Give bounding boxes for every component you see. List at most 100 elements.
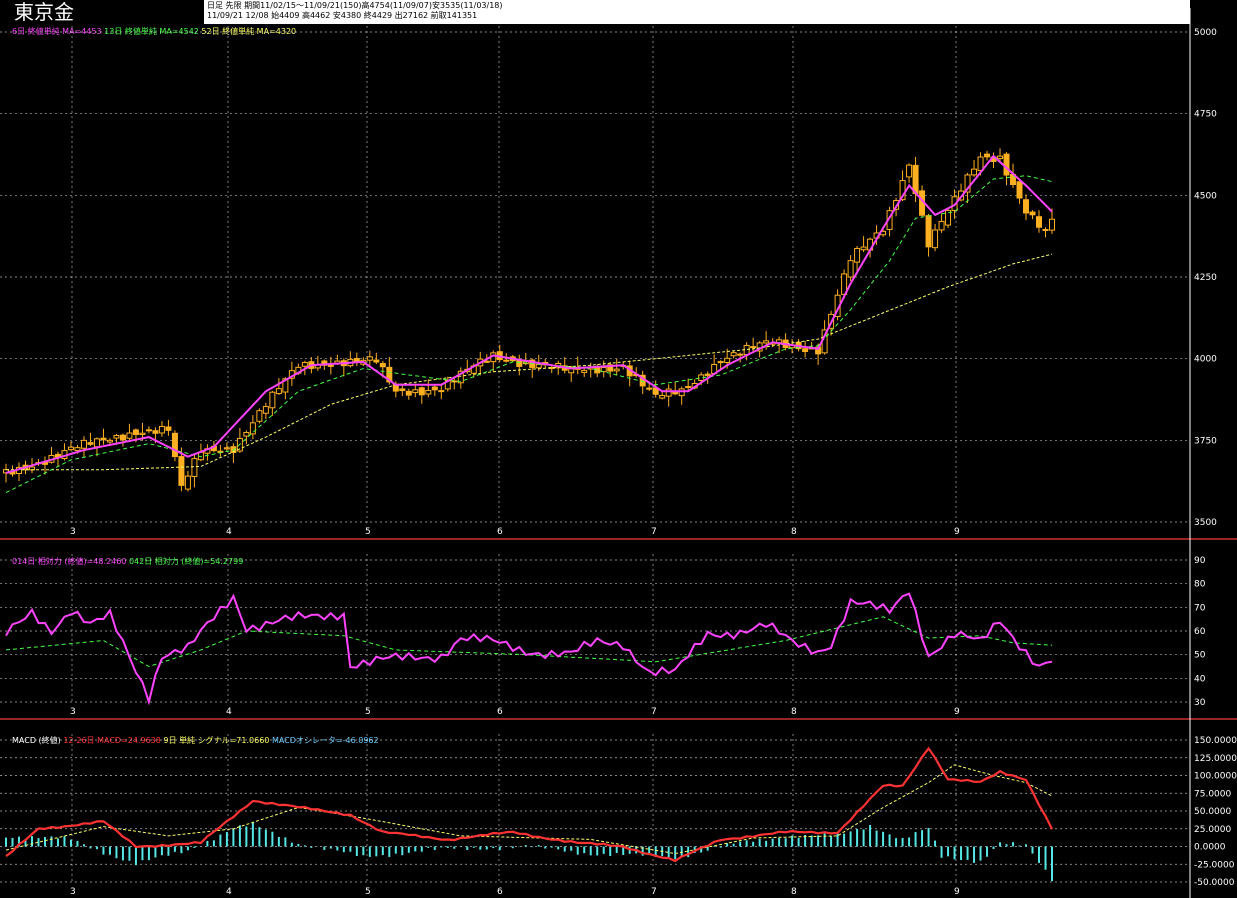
- x-tick-label: 5: [365, 527, 371, 537]
- candle-body: [1042, 228, 1049, 231]
- candle-body: [366, 356, 373, 361]
- y-tick-label: 30: [1194, 698, 1206, 708]
- ma13-line: [5, 175, 1053, 494]
- candle-body: [503, 359, 510, 362]
- candle-body: [145, 429, 152, 432]
- y-tick-label: 0.0000: [1194, 843, 1226, 853]
- candle-body: [412, 389, 419, 394]
- candle-body: [1003, 153, 1010, 176]
- candle-body: [386, 366, 393, 383]
- candle-body: [763, 340, 770, 344]
- y-tick-label: 80: [1194, 580, 1206, 590]
- candle-body: [971, 168, 978, 176]
- candle-body: [184, 475, 191, 490]
- candle-body: [158, 425, 165, 434]
- candle-body: [997, 155, 1004, 160]
- candle-body: [802, 348, 809, 353]
- x-tick-label: 8: [791, 887, 797, 897]
- rsi42-line: [5, 616, 1053, 668]
- candle-body: [171, 432, 178, 458]
- y-tick-label: 75.0000: [1194, 789, 1231, 799]
- candle-body: [938, 220, 945, 231]
- ma6-line: [5, 154, 1053, 474]
- candle-body: [737, 353, 744, 356]
- x-tick-label: 3: [70, 887, 76, 897]
- y-tick-label: 4250: [1194, 273, 1217, 283]
- x-tick-label: 5: [365, 707, 371, 717]
- candle-body: [93, 438, 100, 448]
- x-tick-label: 5: [365, 887, 371, 897]
- x-tick-label: 6: [497, 527, 503, 537]
- y-tick-label: 50.0000: [1194, 807, 1231, 817]
- y-tick-label: 50: [1194, 651, 1206, 661]
- y-tick-label: 70: [1194, 603, 1206, 613]
- y-tick-label: 25.0000: [1194, 825, 1231, 835]
- y-tick-label: 60: [1194, 627, 1206, 637]
- period-info: 日足 先限 期間11/02/15〜11/09/21(150)高4754(11/0…: [207, 1, 503, 10]
- macd-line: [5, 746, 1053, 863]
- candle-body: [353, 358, 360, 362]
- candle-body: [750, 346, 757, 349]
- x-tick-label: 4: [226, 707, 232, 717]
- macd-line-legend: 12-26日 MACD=24.9638: [63, 736, 161, 745]
- candle-body: [568, 366, 575, 374]
- x-tick-label: 9: [954, 707, 960, 717]
- candle-body: [977, 156, 984, 172]
- ma13-legend: 13日 終値単純 MA=4542: [104, 27, 199, 36]
- candle-body: [262, 406, 269, 414]
- y-tick-label: 3500: [1194, 518, 1217, 528]
- candle-body: [139, 432, 146, 435]
- candle-body: [106, 439, 113, 443]
- y-tick-label: 125.0000: [1194, 754, 1237, 764]
- candle-body: [945, 209, 952, 226]
- candle-body: [581, 369, 588, 373]
- x-tick-label: 7: [651, 707, 657, 717]
- candle-body: [860, 246, 867, 251]
- ma52-line: [6, 253, 1053, 471]
- candle-body: [74, 447, 81, 452]
- candle-body: [438, 390, 445, 393]
- macd-title: MACD (終値): [12, 736, 61, 745]
- candle-body: [854, 247, 861, 263]
- candle-body: [327, 364, 334, 367]
- candle-body: [646, 387, 653, 390]
- candle-body: [600, 367, 607, 373]
- candle-body: [1016, 181, 1023, 199]
- y-tick-label: 5000: [1194, 28, 1217, 38]
- y-tick-label: 4750: [1194, 110, 1217, 120]
- candle-body: [165, 426, 172, 431]
- macd-legend: MACD (終値) 12-26日 MACD=24.9638 9日 単純 シグナル…: [12, 735, 379, 746]
- x-tick-label: 6: [497, 887, 503, 897]
- candle-body: [516, 359, 523, 367]
- x-tick-label: 8: [791, 707, 797, 717]
- candle-body: [717, 361, 724, 364]
- candle-body: [613, 368, 620, 372]
- y-tick-label: 4000: [1194, 355, 1217, 365]
- y-tick-label: -50.0000: [1194, 878, 1235, 888]
- candle-body: [373, 359, 380, 363]
- candle-body: [269, 391, 276, 409]
- candle-body: [113, 435, 120, 439]
- x-tick-label: 7: [651, 527, 657, 537]
- y-tick-label: 4500: [1194, 191, 1217, 201]
- candle-body: [483, 360, 490, 363]
- x-tick-label: 9: [954, 887, 960, 897]
- price-legend: 6日 終値単純 MA=4453 13日 終値単純 MA=4542 52日 終値単…: [12, 26, 296, 37]
- candle-body: [223, 447, 230, 450]
- candle-body: [685, 386, 692, 389]
- x-tick-label: 4: [226, 527, 232, 537]
- candle-body: [594, 367, 601, 374]
- candle-body: [730, 352, 737, 357]
- y-tick-label: 3750: [1194, 436, 1217, 446]
- candle-body: [665, 388, 672, 397]
- candle-body: [925, 215, 932, 248]
- candle-body: [275, 388, 282, 395]
- candle-body: [906, 164, 913, 178]
- x-tick-label: 8: [791, 527, 797, 537]
- candle-body: [80, 439, 87, 449]
- candle-body: [282, 378, 289, 393]
- candle-body: [847, 260, 854, 278]
- candle-body: [249, 422, 256, 435]
- candle-body: [1023, 199, 1030, 214]
